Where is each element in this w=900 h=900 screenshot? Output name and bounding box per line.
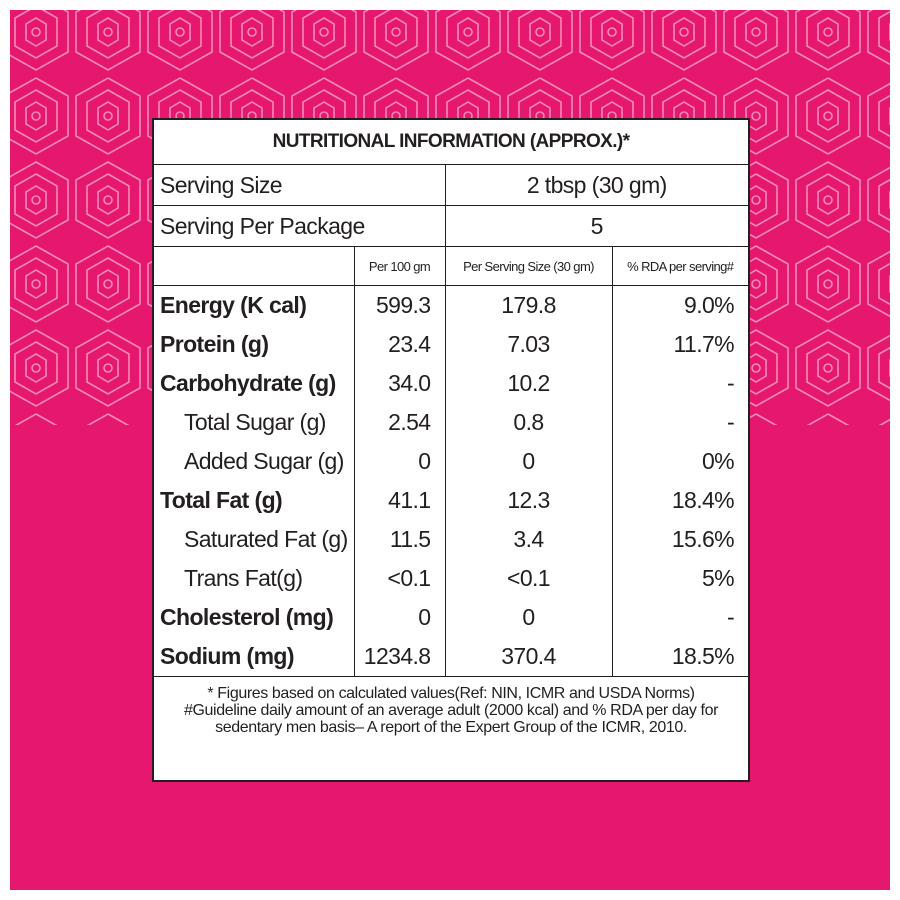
nutrient-name: Saturated Fat (g) [154, 520, 355, 559]
nutrient-value: 0% [611, 442, 749, 481]
nutrient-row: Cholesterol (mg) 0 0- [154, 598, 749, 637]
nutrient-name: Total Sugar (g) [154, 403, 355, 442]
nutrient-value: - [611, 403, 749, 442]
nutrient-name: Trans Fat(g) [154, 559, 355, 598]
serving-row: Serving Per Package 5 [154, 205, 749, 247]
nutrient-row: Trans Fat(g) <0.1 <0.1 5% [154, 559, 749, 598]
nutrient-name: Carbohydrate (g) [154, 364, 355, 403]
nutrient-value: 0 [444, 442, 613, 481]
table-title: NUTRITIONAL INFORMATION (APPROX.)* [154, 120, 749, 165]
nutrient-value: 41.1 [353, 481, 446, 520]
nutrient-value: 11.5 [353, 520, 446, 559]
nutrient-value: 10.2 [444, 364, 613, 403]
nutrient-value: 0 [353, 598, 446, 637]
nutrient-name: Cholesterol (mg) [154, 598, 355, 637]
nutrient-value: 370.4 [444, 637, 613, 677]
footnote: #Guideline daily amount of an average ad… [184, 702, 718, 736]
nutrient-row: Saturated Fat (g) 11.5 3.4 15.6% [154, 520, 749, 559]
nutrient-value: 18.5% [611, 637, 749, 677]
nutrient-row: Added Sugar (g) 0 0 0% [154, 442, 749, 481]
nutrient-row: Protein (g) 23.4 7.03 11.7% [154, 325, 749, 364]
nutrient-name: Protein (g) [154, 325, 355, 364]
nutrient-value: 599.3 [353, 285, 446, 325]
nutrient-value: 0.8 [444, 403, 613, 442]
nutrient-value: 34.0 [353, 364, 446, 403]
nutrient-name: Sodium (mg) [154, 637, 355, 677]
title-row: NUTRITIONAL INFORMATION (APPROX.)* [154, 120, 749, 165]
nutrient-value: 12.3 [444, 481, 613, 520]
nutrition-card: NUTRITIONAL INFORMATION (APPROX.)* Servin… [152, 118, 750, 782]
nutrient-value: - [611, 364, 749, 403]
nutrient-row: Total Sugar (g) 2.54 0.8- [154, 403, 749, 442]
nutrient-value: 5% [611, 559, 749, 598]
column-header: Per 100 gm [353, 246, 446, 286]
nutrient-row: Total Fat (g) 41.1 12.3 18.4% [154, 481, 749, 520]
nutrient-value: 0 [353, 442, 446, 481]
serving-value: 5 [444, 205, 749, 247]
footnote-row: * Figures based on calculated values(Ref… [154, 676, 749, 744]
column-header: % RDA per serving# [611, 246, 749, 286]
nutrient-value: 23.4 [353, 325, 446, 364]
nutrient-value: 0 [444, 598, 613, 637]
serving-value: 2 tbsp (30 gm) [444, 164, 749, 206]
nutrient-value: 179.8 [444, 285, 613, 325]
footnotes: * Figures based on calculated values(Ref… [154, 676, 749, 744]
column-header: Per Serving Size (30 gm) [444, 246, 613, 286]
serving-label: Serving Size [154, 164, 446, 206]
nutrient-row: Carbohydrate (g) 34.0 10.2- [154, 364, 749, 403]
nutrient-value: 7.03 [444, 325, 613, 364]
header-blank [154, 246, 355, 286]
footnote: * Figures based on calculated values(Ref… [207, 685, 695, 702]
nutrient-row: Sodium (mg) 1234.8 370.4 18.5% [154, 637, 749, 677]
nutrient-value: 15.6% [611, 520, 749, 559]
nutrient-value: 18.4% [611, 481, 749, 520]
nutrient-value: <0.1 [353, 559, 446, 598]
nutrient-name: Energy (K cal) [154, 285, 355, 325]
serving-row: Serving Size 2 tbsp (30 gm) [154, 164, 749, 206]
nutrient-value: - [611, 598, 749, 637]
nutrient-row: Energy (K cal) 599.3 179.8 9.0% [154, 285, 749, 325]
nutrient-value: 1234.8 [353, 637, 446, 677]
nutrient-value: <0.1 [444, 559, 613, 598]
nutrition-table: NUTRITIONAL INFORMATION (APPROX.)* Servin… [154, 120, 749, 744]
serving-label: Serving Per Package [154, 205, 446, 247]
nutrient-value: 9.0% [611, 285, 749, 325]
nutrient-value: 11.7% [611, 325, 749, 364]
nutrient-name: Total Fat (g) [154, 481, 355, 520]
nutrient-name: Added Sugar (g) [154, 442, 355, 481]
column-header-row: Per 100 gm Per Serving Size (30 gm)% RDA … [154, 246, 749, 286]
nutrient-value: 3.4 [444, 520, 613, 559]
nutrient-value: 2.54 [353, 403, 446, 442]
